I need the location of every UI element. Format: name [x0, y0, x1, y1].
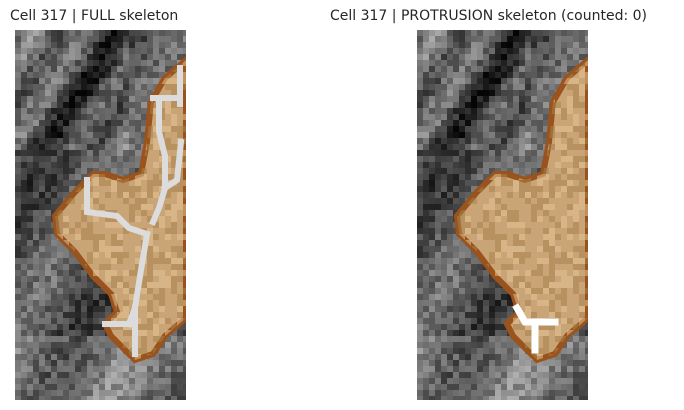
protrusion-skeleton-lines — [512, 303, 559, 354]
full-skeleton-image — [15, 30, 186, 400]
full-skeleton-lines — [84, 65, 185, 357]
protrusion-skeleton-title: Cell 317 | PROTRUSION skeleton (counted:… — [330, 8, 648, 24]
protrusion-skeleton-image — [417, 30, 588, 400]
full-skeleton-title: Cell 317 | FULL skeleton — [10, 8, 179, 24]
